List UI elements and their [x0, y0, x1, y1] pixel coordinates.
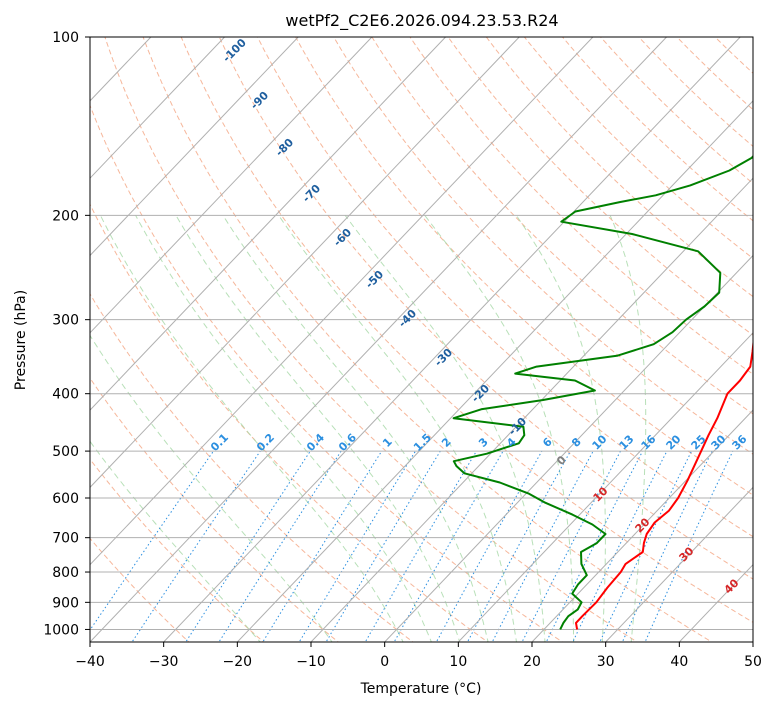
y-tick-label: 800: [52, 565, 79, 581]
mixing-ratio-line: [599, 450, 693, 642]
isotherm-line: [90, 37, 299, 257]
isotherm-line: [163, 37, 741, 642]
isotherm-line: [90, 37, 520, 489]
mixing-ratio-line: [521, 450, 621, 642]
chart-title: wetPf2_C2E6.2026.094.23.53.R24: [285, 11, 558, 31]
isotherm-line: [384, 254, 753, 642]
mixing-ratio-line: [466, 450, 571, 642]
y-tick-label: 500: [52, 444, 79, 460]
y-tick-label: 600: [52, 491, 79, 507]
y-axis-title: Pressure (hPa): [13, 290, 29, 390]
dry-adiabat: [218, 37, 753, 580]
moist-adiabat: [135, 215, 432, 642]
x-tick-label: 20: [523, 654, 541, 670]
y-tick-label: 700: [52, 531, 79, 547]
y-tick-label: 400: [52, 387, 79, 403]
mixing-ratio-line: [298, 450, 416, 642]
dewpoint-profile-line: [452, 154, 753, 630]
y-tick-label: 100: [52, 30, 79, 46]
moist-adiabat: [344, 215, 546, 642]
dry-adiabat: [409, 37, 753, 375]
isotherm-line: [90, 37, 373, 334]
x-tick-label: −40: [75, 654, 105, 670]
temperature-profile-line: [575, 337, 753, 630]
isotherm-line: [236, 100, 753, 642]
isotherm-line: [90, 37, 667, 642]
isotherm-line: [90, 37, 594, 566]
moist-adiabat: [424, 214, 575, 642]
x-tick-label: 30: [597, 654, 615, 670]
moist-adiabat: [99, 215, 404, 642]
moist-adiabat: [278, 215, 518, 642]
dry-adiabat: [295, 37, 753, 496]
x-tick-label: −30: [149, 654, 179, 670]
y-tick-label: 900: [52, 595, 79, 611]
x-tick-label: −20: [223, 654, 253, 670]
x-tick-label: 10: [449, 654, 467, 670]
isotherm-line: [90, 37, 446, 411]
isotherm-line: [310, 177, 753, 642]
dry-adiabat: [485, 37, 753, 298]
isotherm-line: [605, 486, 753, 642]
x-tick-label: 40: [670, 654, 688, 670]
y-tick-label: 300: [52, 313, 79, 329]
plot-frame: [89, 36, 754, 643]
mixing-ratio-line: [90, 450, 214, 631]
moist-adiabat: [222, 215, 489, 642]
y-tick-label: 1000: [43, 622, 79, 638]
isotherm-line: [90, 37, 225, 179]
x-tick-label: 50: [744, 654, 762, 670]
mixing-ratio-line: [621, 450, 713, 642]
dry-adiabat: [142, 37, 713, 642]
dry-adiabat: [256, 37, 753, 538]
mixing-ratio-line: [218, 450, 342, 642]
dry-adiabat: [371, 37, 753, 415]
mixing-ratio-line: [131, 450, 261, 642]
moist-adiabat: [609, 215, 647, 642]
dry-adiabat: [90, 458, 265, 642]
x-tick-label: 0: [380, 654, 389, 670]
moist-adiabat: [90, 334, 333, 642]
isotherm-line: [457, 332, 753, 642]
x-tick-label: −10: [296, 654, 326, 670]
isotherm-line: [531, 409, 753, 642]
dry-adiabat: [90, 203, 489, 642]
x-axis-title: Temperature (°C): [360, 681, 482, 697]
y-tick-label: 200: [52, 208, 79, 224]
mixing-ratio-line: [185, 450, 311, 642]
